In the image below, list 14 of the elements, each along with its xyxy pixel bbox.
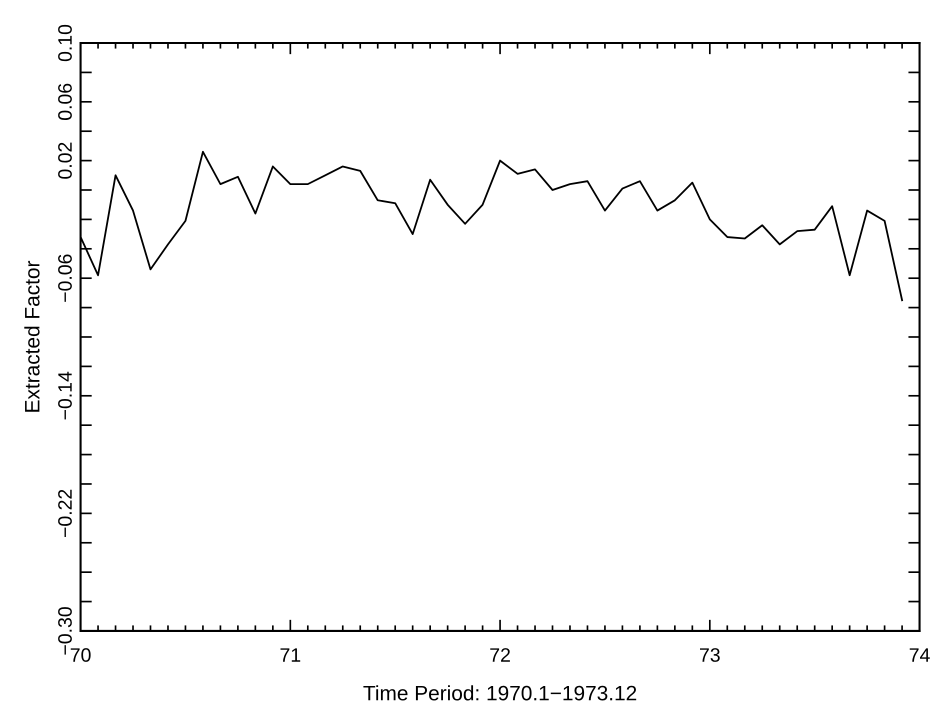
y-tick-label: −0.22	[58, 490, 72, 538]
x-tick-label: 74	[910, 648, 930, 662]
x-tick-label: 73	[700, 648, 720, 662]
y-axis-title: Extracted Factor	[24, 260, 40, 412]
y-tick-label: −0.14	[58, 372, 72, 420]
y-tick-label: 0.10	[58, 24, 72, 62]
y-tick-label: 0.02	[58, 142, 72, 179]
x-tick-label: 70	[70, 648, 91, 662]
y-tick-label: −0.30	[58, 607, 72, 655]
y-tick-label: −0.06	[58, 254, 72, 302]
x-axis-title: Time Period: 1970.1−1973.12	[363, 685, 636, 700]
y-tick-label: 0.06	[58, 84, 72, 120]
x-tick-label: 72	[490, 648, 510, 662]
x-tick-label: 71	[280, 648, 300, 662]
